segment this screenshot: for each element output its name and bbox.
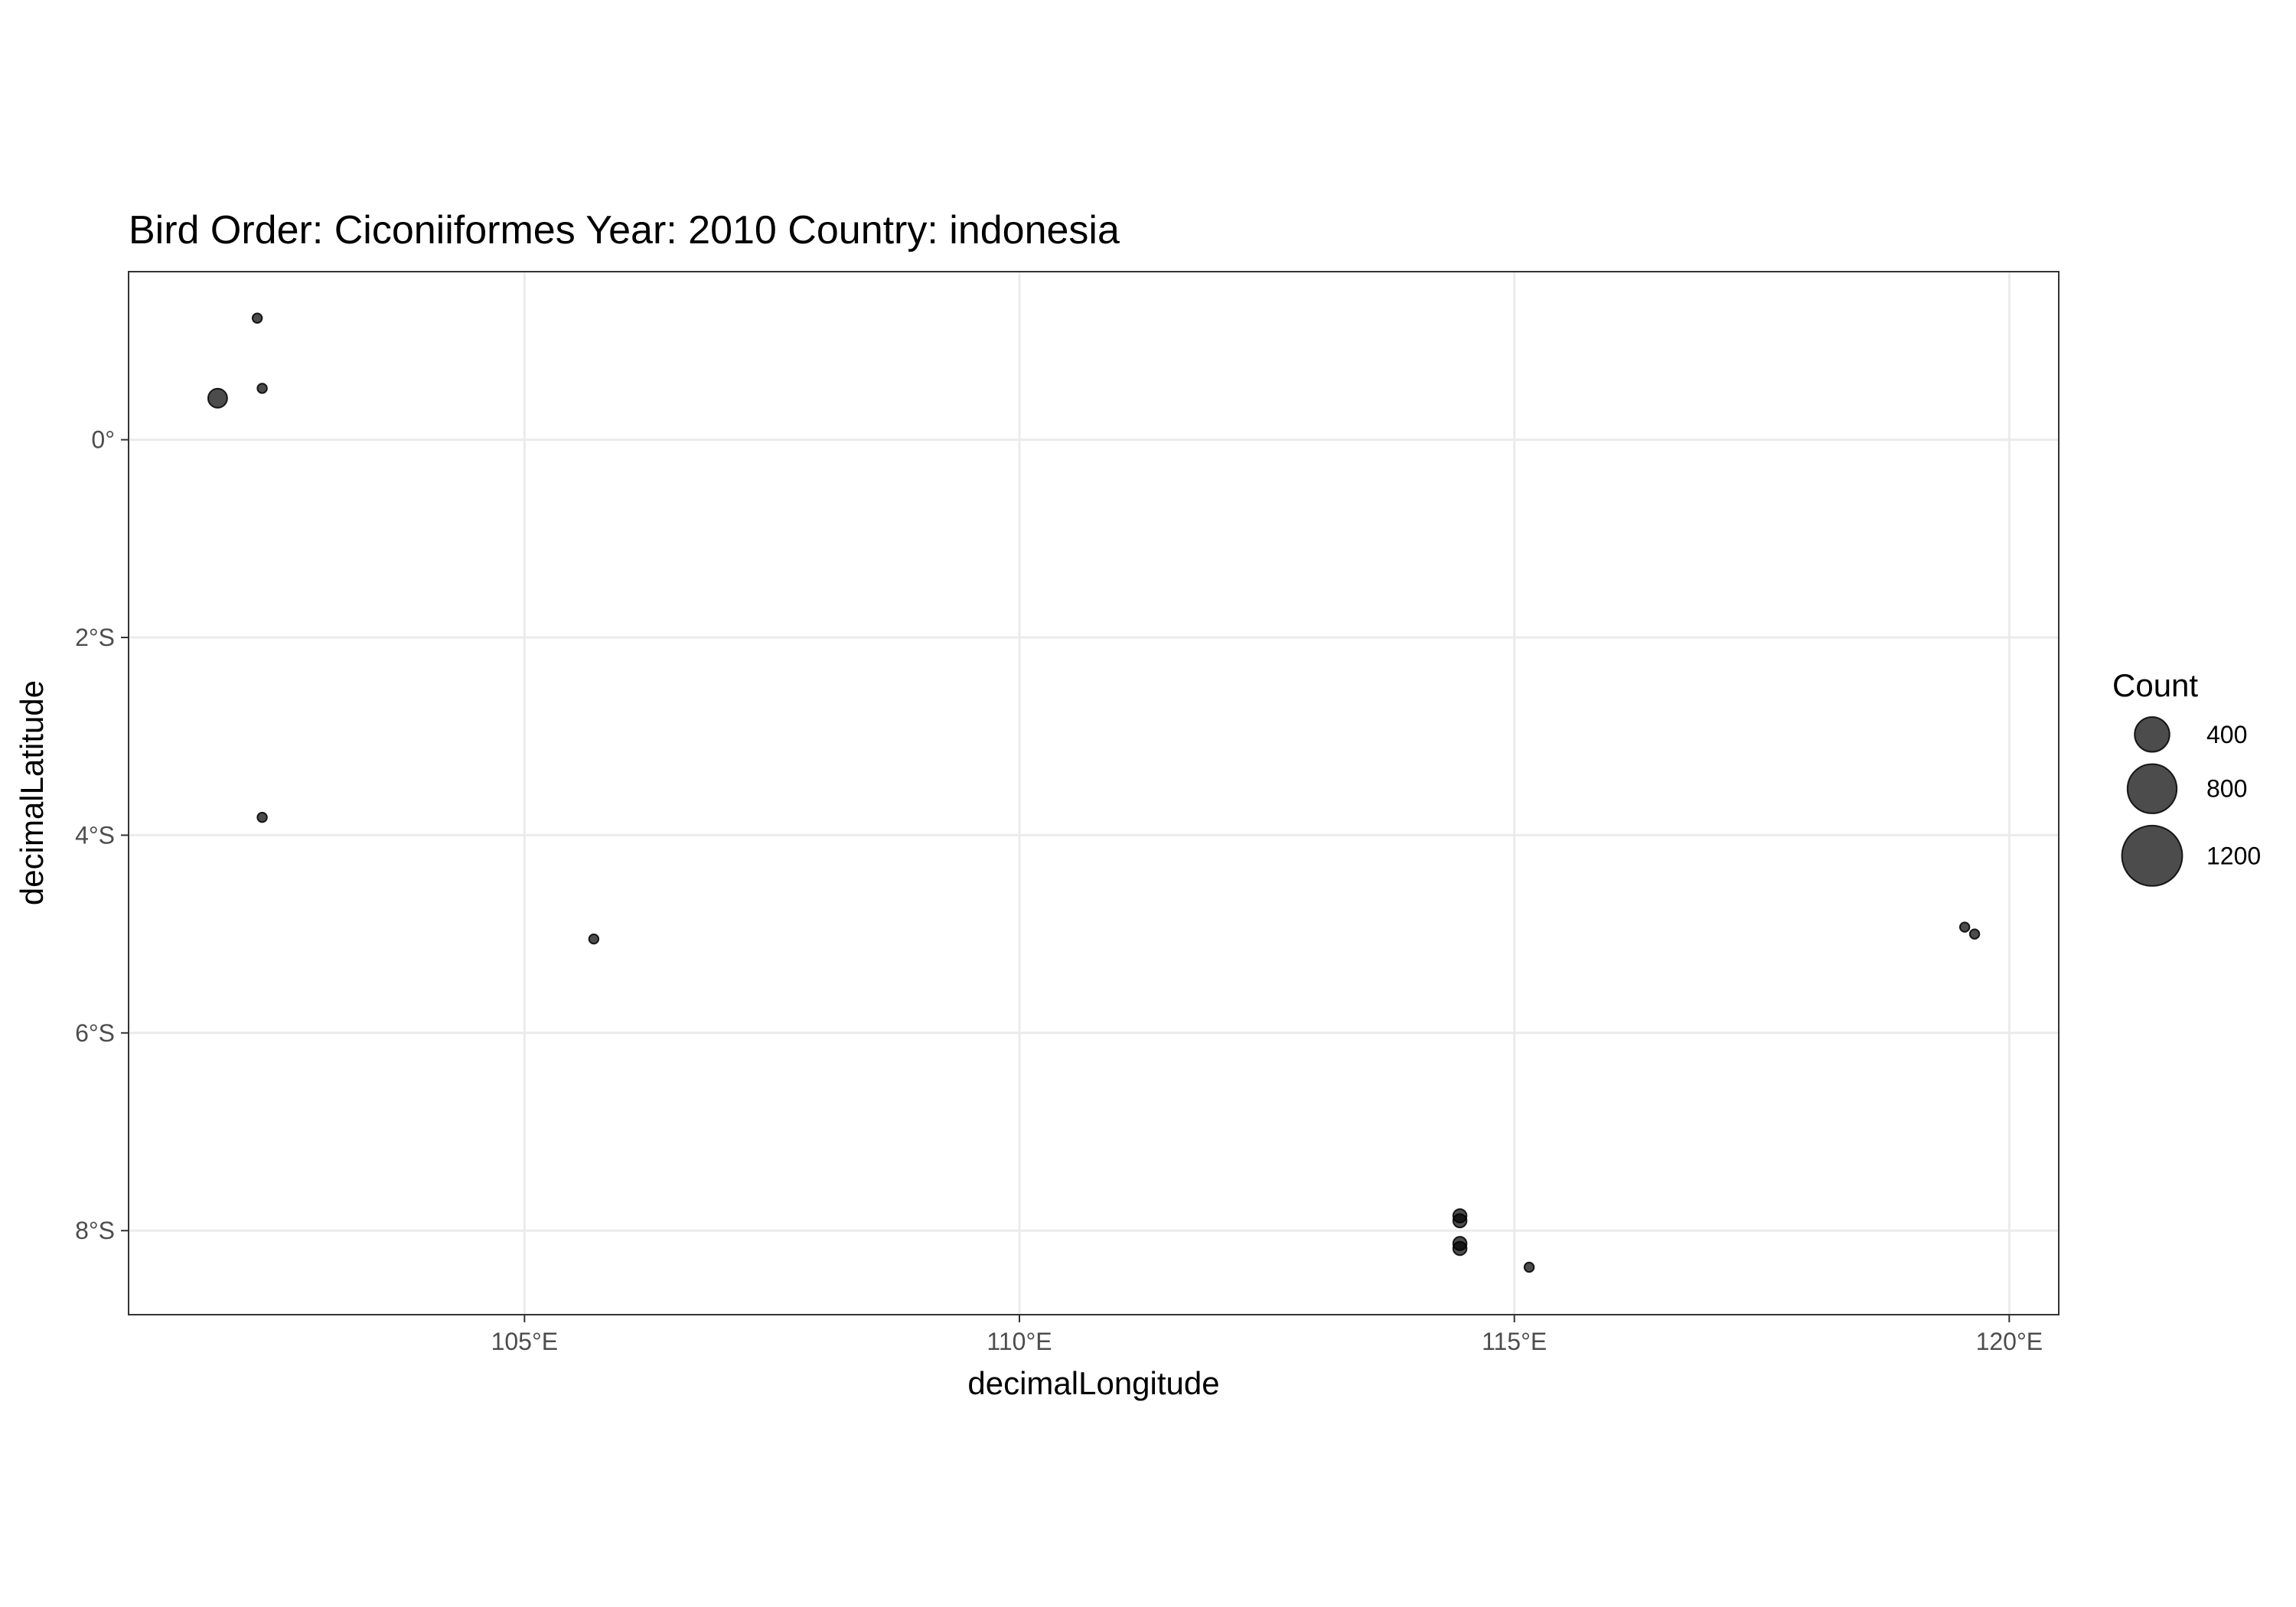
x-axis-ticks: 105°E 110°E 115°E 120°E [491, 1315, 2043, 1355]
grid-lines [129, 272, 2059, 1315]
data-point [256, 383, 268, 394]
data-point [588, 933, 600, 945]
plot-border [128, 271, 2060, 1315]
data-point [256, 811, 268, 823]
chart-title: Bird Order: Ciconiiformes Year: 2010 Cou… [129, 208, 1120, 253]
data-points [207, 312, 1981, 1273]
y-axis-title: decimalLatitude [14, 680, 50, 905]
data-point [1968, 928, 1981, 940]
y-axis-ticks: 0° 2°S 4°S 6°S 8°S [75, 426, 129, 1244]
data-point [207, 387, 228, 409]
x-tick-label: 105°E [491, 1328, 559, 1355]
x-axis-title: decimalLongitude [967, 1365, 1219, 1401]
legend-key-label: 400 [2206, 721, 2247, 748]
legend-key-circle [2134, 716, 2170, 753]
data-point [1523, 1261, 1535, 1273]
data-point [1958, 921, 1971, 933]
legend-key-label: 1200 [2206, 842, 2261, 869]
y-tick-label: 2°S [75, 624, 115, 651]
data-point [1452, 1240, 1468, 1257]
x-tick-label: 115°E [1482, 1328, 1547, 1355]
plot-background [129, 272, 2059, 1315]
legend-keys: 400 800 1200 [2121, 716, 2261, 887]
legend-title: Count [2112, 667, 2198, 703]
x-tick-label: 120°E [1976, 1328, 2043, 1355]
legend-key-label: 800 [2206, 775, 2247, 803]
data-point [1452, 1213, 1468, 1229]
data-point [251, 312, 263, 324]
y-tick-label: 0° [91, 426, 115, 454]
y-tick-label: 8°S [75, 1217, 115, 1244]
legend-key-circle [2121, 824, 2183, 887]
x-tick-label: 110°E [987, 1328, 1052, 1355]
y-tick-label: 4°S [75, 821, 115, 849]
y-tick-label: 6°S [75, 1019, 115, 1047]
size-legend: Count 400 800 1200 [2112, 667, 2261, 887]
legend-key-circle [2126, 763, 2178, 814]
